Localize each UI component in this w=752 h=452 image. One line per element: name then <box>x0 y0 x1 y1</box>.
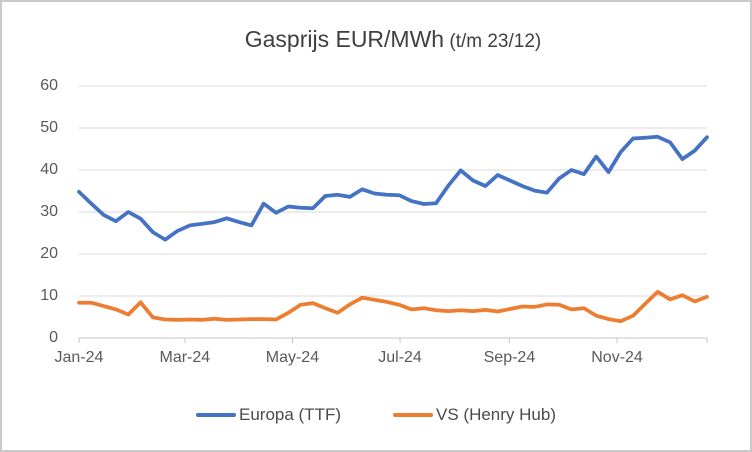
vs-henry-hub-line-swatch <box>393 413 434 417</box>
x-tick-label-jan-24: Jan-24 <box>54 349 104 366</box>
y-tick-label-30: 30 <box>40 203 58 220</box>
x-tick-label-jul-24: Jul-24 <box>378 349 422 366</box>
legend: Europa (TTF) VS (Henry Hub) <box>2 405 750 425</box>
legend-label-europa-ttf: Europa (TTF) <box>238 405 342 424</box>
y-tick-label-20: 20 <box>40 245 58 262</box>
y-tick-label-50: 50 <box>40 119 58 136</box>
legend-label-vs-henry-hub: VS (Henry Hub) <box>436 405 556 424</box>
y-tick-label-10: 10 <box>40 287 58 304</box>
series-line-europa-ttf <box>77 134 709 242</box>
chart-title-main: Gasprijs EUR/MWh <box>244 26 445 52</box>
series-line-vs-henry-hub <box>77 289 709 324</box>
x-tick-label-nov-24: Nov-24 <box>591 349 643 366</box>
x-tick-label-sep-24: Sep-24 <box>483 349 536 366</box>
y-tick-label-0: 0 <box>49 329 58 346</box>
chart-title: Gasprijs EUR/MWh (t/m 23/12) <box>79 26 707 53</box>
x-tick-label-mar-24: Mar-24 <box>159 349 211 366</box>
legend-item-vs-henry-hub: VS (Henry Hub) <box>393 405 556 425</box>
chart-title-suffix: (t/m 23/12) <box>444 31 542 52</box>
legend-item-europa-ttf: Europa (TTF) <box>195 405 342 425</box>
europa-ttf-line-swatch <box>195 413 236 417</box>
y-tick-label-40: 40 <box>40 161 58 178</box>
x-tick-label-may-24: May-24 <box>265 349 320 366</box>
y-tick-label-60: 60 <box>40 77 58 94</box>
